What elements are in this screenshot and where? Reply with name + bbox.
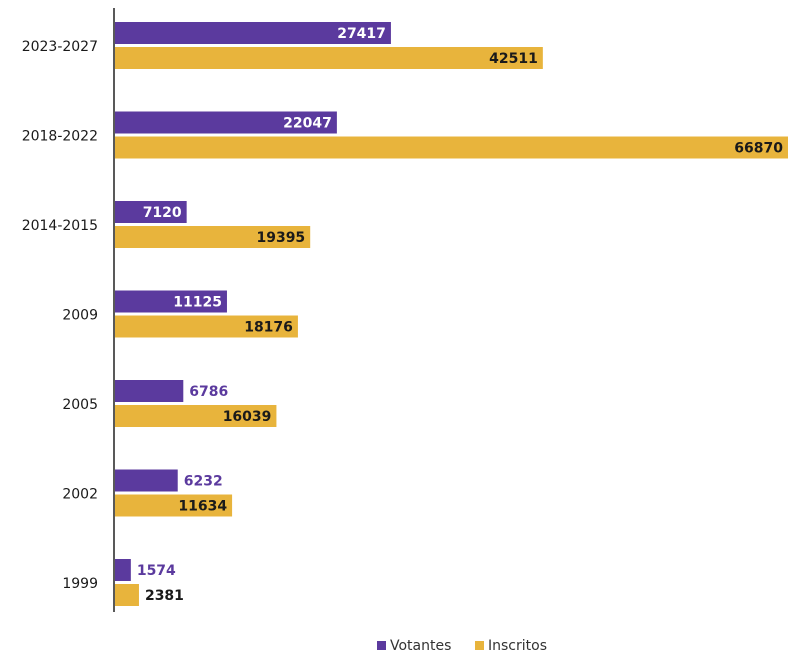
value-label-votantes: 6232: [184, 474, 223, 490]
legend: Votantes Inscritos: [377, 638, 547, 654]
bar-votantes: [115, 290, 227, 313]
bars-group: 2023-2027 27417 42511 2018-2022 22047 66870 20…: [22, 22, 788, 606]
value-label-votantes: 1574: [137, 563, 176, 579]
category-label: 1999: [62, 576, 98, 592]
value-label-inscritos: 66870: [734, 141, 783, 157]
bar-votantes: [115, 559, 131, 581]
bar-inscritos: [115, 136, 788, 159]
value-label-inscritos: 18176: [244, 320, 293, 336]
bar-inscritos: [115, 584, 139, 606]
category-label: 2014-2015: [22, 218, 98, 234]
value-label-votantes: 22047: [283, 116, 332, 132]
legend-swatch-votantes: [377, 641, 386, 650]
bar-inscritos: [115, 226, 311, 248]
value-label-votantes: 27417: [337, 26, 386, 42]
bar-votantes: [115, 111, 337, 134]
legend-label-inscritos: Inscritos: [488, 638, 547, 654]
category-label: 2023-2027: [22, 39, 98, 55]
bar-inscritos: [115, 47, 543, 69]
value-label-inscritos: 16039: [223, 409, 272, 425]
bar-inscritos: [115, 315, 298, 338]
bar-votantes: [115, 22, 391, 44]
category-label: 2005: [62, 397, 98, 413]
bar-votantes: [115, 201, 187, 223]
category-label: 2018-2022: [22, 129, 98, 145]
value-label-votantes: 11125: [173, 295, 222, 311]
value-label-votantes: 7120: [143, 205, 182, 221]
value-label-inscritos: 42511: [489, 51, 538, 67]
legend-swatch-inscritos: [475, 641, 484, 650]
value-label-inscritos: 19395: [256, 230, 305, 246]
category-label: 2002: [62, 487, 98, 503]
value-label-inscritos: 2381: [145, 588, 184, 604]
legend-label-votantes: Votantes: [390, 638, 451, 654]
bar-votantes: [115, 469, 178, 492]
value-label-votantes: 6786: [189, 384, 228, 400]
value-label-inscritos: 11634: [178, 499, 227, 515]
bar-inscritos: [115, 494, 233, 517]
bar-inscritos: [115, 405, 277, 427]
category-label: 2009: [62, 308, 98, 324]
bar-votantes: [115, 380, 184, 402]
